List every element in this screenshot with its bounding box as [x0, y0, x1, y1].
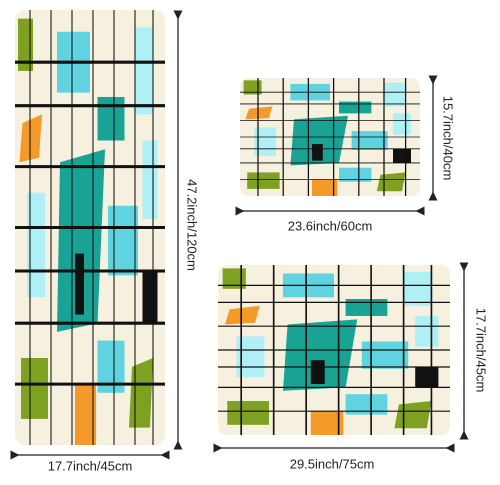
height-label: 17.7inch/45cm: [474, 308, 489, 393]
width-label: 17.7inch/45cm: [48, 458, 133, 473]
height-label: 47.2inch/120cm: [185, 179, 200, 271]
width-label: 23.6inch/60cm: [288, 218, 373, 233]
mat-medium: [218, 265, 450, 435]
mat-small: [240, 78, 420, 196]
mat-large: [15, 10, 165, 445]
width-label: 29.5inch/75cm: [290, 456, 375, 471]
height-label: 15.7inch/40cm: [441, 96, 456, 181]
